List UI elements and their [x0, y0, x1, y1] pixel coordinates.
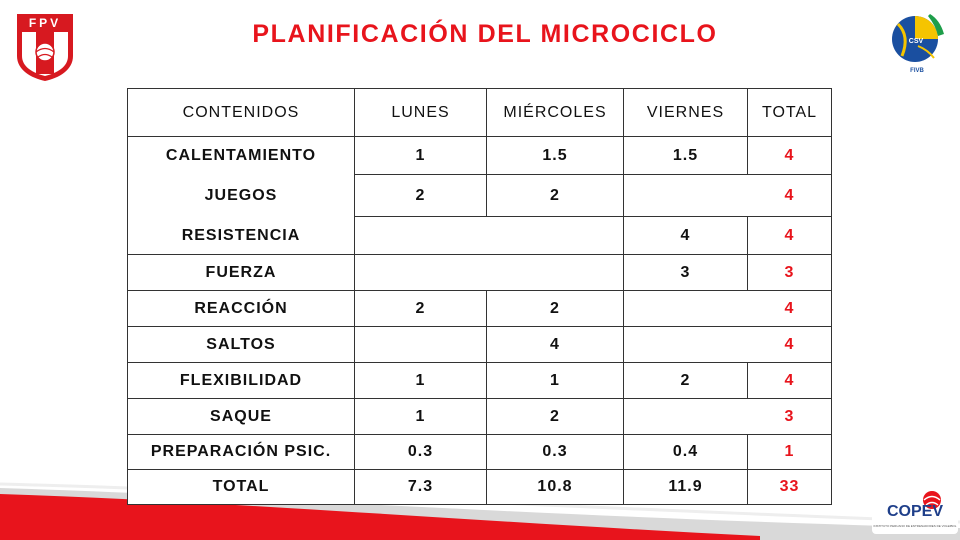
table-row: RESISTENCIA 4 4: [127, 216, 832, 255]
cell-viernes: 2: [623, 362, 748, 399]
cell-miercoles: [486, 254, 624, 291]
row-label: SAQUE: [127, 398, 355, 435]
cell-miercoles: 0.3: [486, 434, 624, 470]
cell-lunes: 0.3: [354, 434, 487, 470]
row-label: TOTAL: [127, 469, 355, 505]
cell-viernes: 4: [623, 216, 748, 255]
header-lunes: LUNES: [354, 88, 487, 137]
cell-total: 33: [747, 469, 832, 505]
cell-miercoles: 10.8: [486, 469, 624, 505]
cell-viernes: 0.4: [623, 434, 748, 470]
header-miercoles: MIÉRCOLES: [486, 88, 624, 137]
cell-total: 1: [747, 434, 832, 470]
copev-logo: COPEV INSTITUTO PERUANO DE ENTRENADORES …: [872, 482, 958, 534]
row-label: CALENTAMIENTO: [127, 136, 355, 175]
cell-viernes: 3: [623, 254, 748, 291]
cell-miercoles: 1: [486, 362, 624, 399]
cell-total: 4: [747, 174, 832, 217]
table-row: REACCIÓN 2 2 4: [127, 290, 832, 327]
cell-miercoles: 1.5: [486, 136, 624, 175]
cell-miercoles: [486, 216, 624, 255]
cell-miercoles: 2: [486, 290, 624, 327]
cell-lunes: 7.3: [354, 469, 487, 505]
cell-viernes: [623, 326, 748, 363]
row-label: JUEGOS: [127, 174, 355, 217]
csv-logo-text: CSV: [909, 38, 924, 45]
cell-viernes: 1.5: [623, 136, 748, 175]
table-row-total: TOTAL 7.3 10.8 11.9 33: [127, 469, 832, 505]
table-row: CALENTAMIENTO 1 1.5 1.5 4: [127, 136, 832, 175]
row-label: REACCIÓN: [127, 290, 355, 327]
page-title: PLANIFICACIÓN DEL MICROCICLO: [252, 20, 718, 48]
cell-total: 4: [747, 290, 832, 327]
cell-total: 4: [747, 136, 832, 175]
microcycle-table: CONTENIDOS LUNES MIÉRCOLES VIERNES TOTAL…: [127, 88, 832, 505]
fivb-logo-text: FIVB: [910, 68, 924, 74]
cell-miercoles: 4: [486, 326, 624, 363]
header-contenidos: CONTENIDOS: [127, 88, 355, 137]
row-label: PREPARACIÓN PSIC.: [127, 434, 355, 470]
cell-lunes: 1: [354, 136, 487, 175]
cell-lunes: 2: [354, 290, 487, 327]
row-label: FUERZA: [127, 254, 355, 291]
cell-viernes: [623, 174, 748, 217]
cell-lunes: [354, 326, 487, 363]
row-label: SALTOS: [127, 326, 355, 363]
table-row: SAQUE 1 2 3: [127, 398, 832, 435]
cell-lunes: 1: [354, 362, 487, 399]
cell-lunes: 2: [354, 174, 487, 217]
table-row: SALTOS 4 4: [127, 326, 832, 363]
cell-total: 4: [747, 326, 832, 363]
copev-logo-subtext: INSTITUTO PERUANO DE ENTRENADORES DE VOL…: [874, 524, 957, 528]
header-viernes: VIERNES: [623, 88, 748, 137]
fpv-logo: FPV: [17, 14, 73, 81]
cell-lunes: [354, 254, 487, 291]
copev-logo-text: COPEV: [887, 503, 943, 520]
cell-miercoles: 2: [486, 174, 624, 217]
row-label: RESISTENCIA: [127, 216, 355, 255]
row-label: FLEXIBILIDAD: [127, 362, 355, 399]
cell-viernes: [623, 290, 748, 327]
header-total: TOTAL: [747, 88, 832, 137]
cell-total: 3: [747, 254, 832, 291]
cell-total: 4: [747, 362, 832, 399]
cell-lunes: 1: [354, 398, 487, 435]
csv-fivb-logo: CSV FIVB: [892, 14, 944, 74]
cell-viernes: [623, 398, 748, 435]
table-row: FLEXIBILIDAD 1 1 2 4: [127, 362, 832, 399]
cell-total: 3: [747, 398, 832, 435]
cell-total: 4: [747, 216, 832, 255]
fpv-logo-text: FPV: [29, 16, 61, 30]
cell-miercoles: 2: [486, 398, 624, 435]
cell-lunes: [354, 216, 487, 255]
cell-viernes: 11.9: [623, 469, 748, 505]
table-row: PREPARACIÓN PSIC. 0.3 0.3 0.4 1: [127, 434, 832, 470]
table-row: JUEGOS 2 2 4: [127, 174, 832, 217]
table-row: FUERZA 3 3: [127, 254, 832, 291]
table-header-row: CONTENIDOS LUNES MIÉRCOLES VIERNES TOTAL: [127, 88, 832, 137]
